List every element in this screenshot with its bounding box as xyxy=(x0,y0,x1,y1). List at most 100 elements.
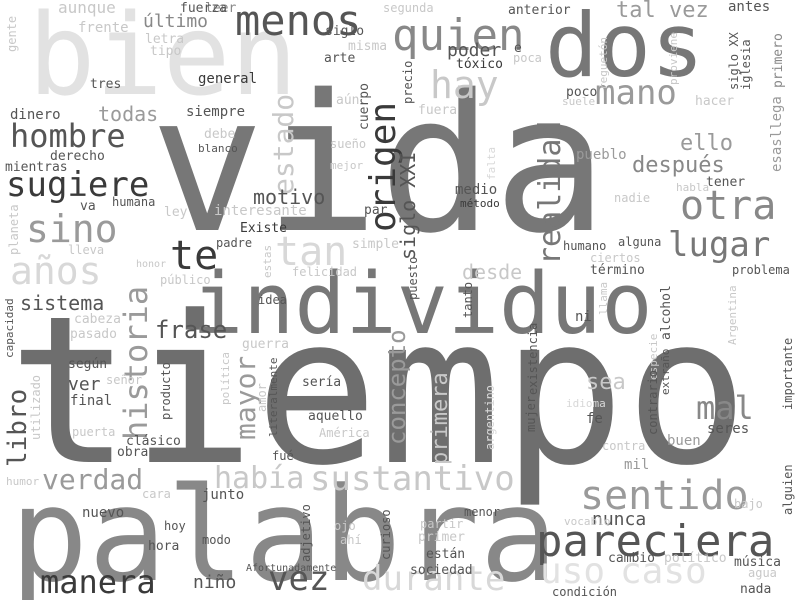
word-ello: ello xyxy=(680,131,733,156)
word-argentina: Argentina xyxy=(726,285,739,345)
word-mientras: mientras xyxy=(5,160,68,175)
word-ley: ley xyxy=(164,205,188,220)
word-nada: nada xyxy=(740,582,772,597)
word-cara: cara xyxy=(142,487,171,501)
word-dos: dos xyxy=(545,0,704,97)
word-sueno: sueño xyxy=(330,137,367,151)
word-vez: vez xyxy=(268,559,330,599)
word-felicidad: felicidad xyxy=(292,265,358,279)
word-ahi: ahí xyxy=(340,533,362,547)
word-lleva: lleva xyxy=(68,243,105,257)
word-ultimo: último xyxy=(143,11,209,32)
word-te: te xyxy=(170,233,219,279)
word-lugar: lugar xyxy=(668,225,771,265)
word-mejor: mejor xyxy=(330,159,364,172)
word-nino: niño xyxy=(193,572,237,593)
word-interesante: interesante xyxy=(214,203,307,219)
word-nuevo: nuevo xyxy=(82,505,125,521)
word-tan: tan xyxy=(275,229,348,275)
word-anos: años xyxy=(10,249,102,293)
word-importante: importante xyxy=(781,337,795,410)
word-sea: sea xyxy=(586,370,626,395)
word-verdad: verdad xyxy=(42,463,144,496)
word-realidad: realidad xyxy=(533,120,568,266)
word-puesto: puesto xyxy=(406,256,420,300)
word-estan: están xyxy=(426,547,466,562)
word-senor: señor xyxy=(106,373,143,387)
word-palabra: palabra xyxy=(10,459,558,600)
word-medio: medio xyxy=(455,182,498,198)
word-pueblo: pueblo xyxy=(576,147,627,163)
word-argentino: argentino xyxy=(483,384,497,450)
word-tiempo: tiempo xyxy=(8,273,749,511)
word-estas: estas xyxy=(261,244,274,278)
word-curioso: curioso xyxy=(379,509,393,560)
word-hombre: hombre xyxy=(10,117,126,155)
word-segun: según xyxy=(68,357,108,372)
word-quien: quien xyxy=(392,10,525,61)
word-hay: hay xyxy=(430,63,499,107)
word-habla: habla xyxy=(676,181,710,194)
word-condicion: condición xyxy=(552,585,618,599)
word-e: e xyxy=(514,41,522,56)
word-poder: poder xyxy=(447,40,502,61)
word-honor: honor xyxy=(136,259,167,270)
word-aquello: aquello xyxy=(308,409,363,424)
word-extrano: extraño xyxy=(659,348,672,395)
word-hacer: hacer xyxy=(695,94,735,109)
word-falta: falta xyxy=(485,146,498,180)
word-par: par xyxy=(364,203,388,218)
word-precio: precio xyxy=(401,60,415,104)
word-poco: poco xyxy=(566,85,598,100)
word-fuerza: fuerza xyxy=(180,1,227,16)
word-gente: gente xyxy=(5,15,19,52)
word-afortunadamente: Afortunadamente xyxy=(246,563,337,574)
word-general: general xyxy=(198,71,258,87)
word-final: final xyxy=(70,393,113,409)
word-politico: político xyxy=(664,551,727,566)
word-producto: producto xyxy=(159,362,173,420)
word-america: América xyxy=(319,426,370,440)
word-frase: frase xyxy=(155,316,228,344)
word-ojo: ojo xyxy=(334,519,356,533)
word-mal: mal xyxy=(696,389,754,427)
word-musica: música xyxy=(734,555,781,570)
word-uso: uso xyxy=(540,551,606,592)
word-mano: mano xyxy=(595,73,677,113)
word-pareciera: pareciera xyxy=(536,516,775,567)
word-hora: hora xyxy=(148,539,180,554)
word-todas: todas xyxy=(98,102,159,126)
word-dinero: dinero xyxy=(10,107,61,123)
word-junto: junto xyxy=(202,487,245,503)
word-ciertos: ciertos xyxy=(590,251,641,265)
word-idea: idea xyxy=(258,293,287,307)
word-fue: fué xyxy=(272,449,294,463)
word-adjetivo: adjetivo xyxy=(299,504,313,562)
word-siempre: siempre xyxy=(186,104,246,120)
word-tanto: tanto xyxy=(461,281,475,318)
word-iglesia: iglesia xyxy=(739,39,753,90)
word-blanco: blanco xyxy=(198,142,238,155)
word-nunca: nunca xyxy=(592,509,647,530)
word-contrario: contrario xyxy=(646,369,660,435)
word-tres: tres xyxy=(90,77,122,92)
word-aunque: aunque xyxy=(58,0,116,17)
word-buen: buen xyxy=(667,433,701,449)
word-capacidad: capacidad xyxy=(3,298,16,358)
word-vocablo: vocablo xyxy=(564,515,611,528)
word-alguna: alguna xyxy=(618,235,662,249)
word-partir: partir xyxy=(420,517,464,531)
word-cabeza: cabeza xyxy=(74,312,121,327)
word-poca: poca xyxy=(513,51,542,65)
word-caso: caso xyxy=(620,551,707,592)
word-cuerpo: cuerpo xyxy=(357,83,372,130)
word-primer: primer xyxy=(418,530,465,545)
word-alguien: alguien xyxy=(781,464,795,515)
word-sentido: sentido xyxy=(580,473,749,519)
word-antes: antes xyxy=(728,0,771,15)
word-sociedad: sociedad xyxy=(410,563,473,578)
word-puerta: puerta xyxy=(72,425,116,439)
word-llama: llama xyxy=(597,281,610,315)
word-seres: seres xyxy=(707,421,750,437)
word-publico: público xyxy=(160,273,211,287)
